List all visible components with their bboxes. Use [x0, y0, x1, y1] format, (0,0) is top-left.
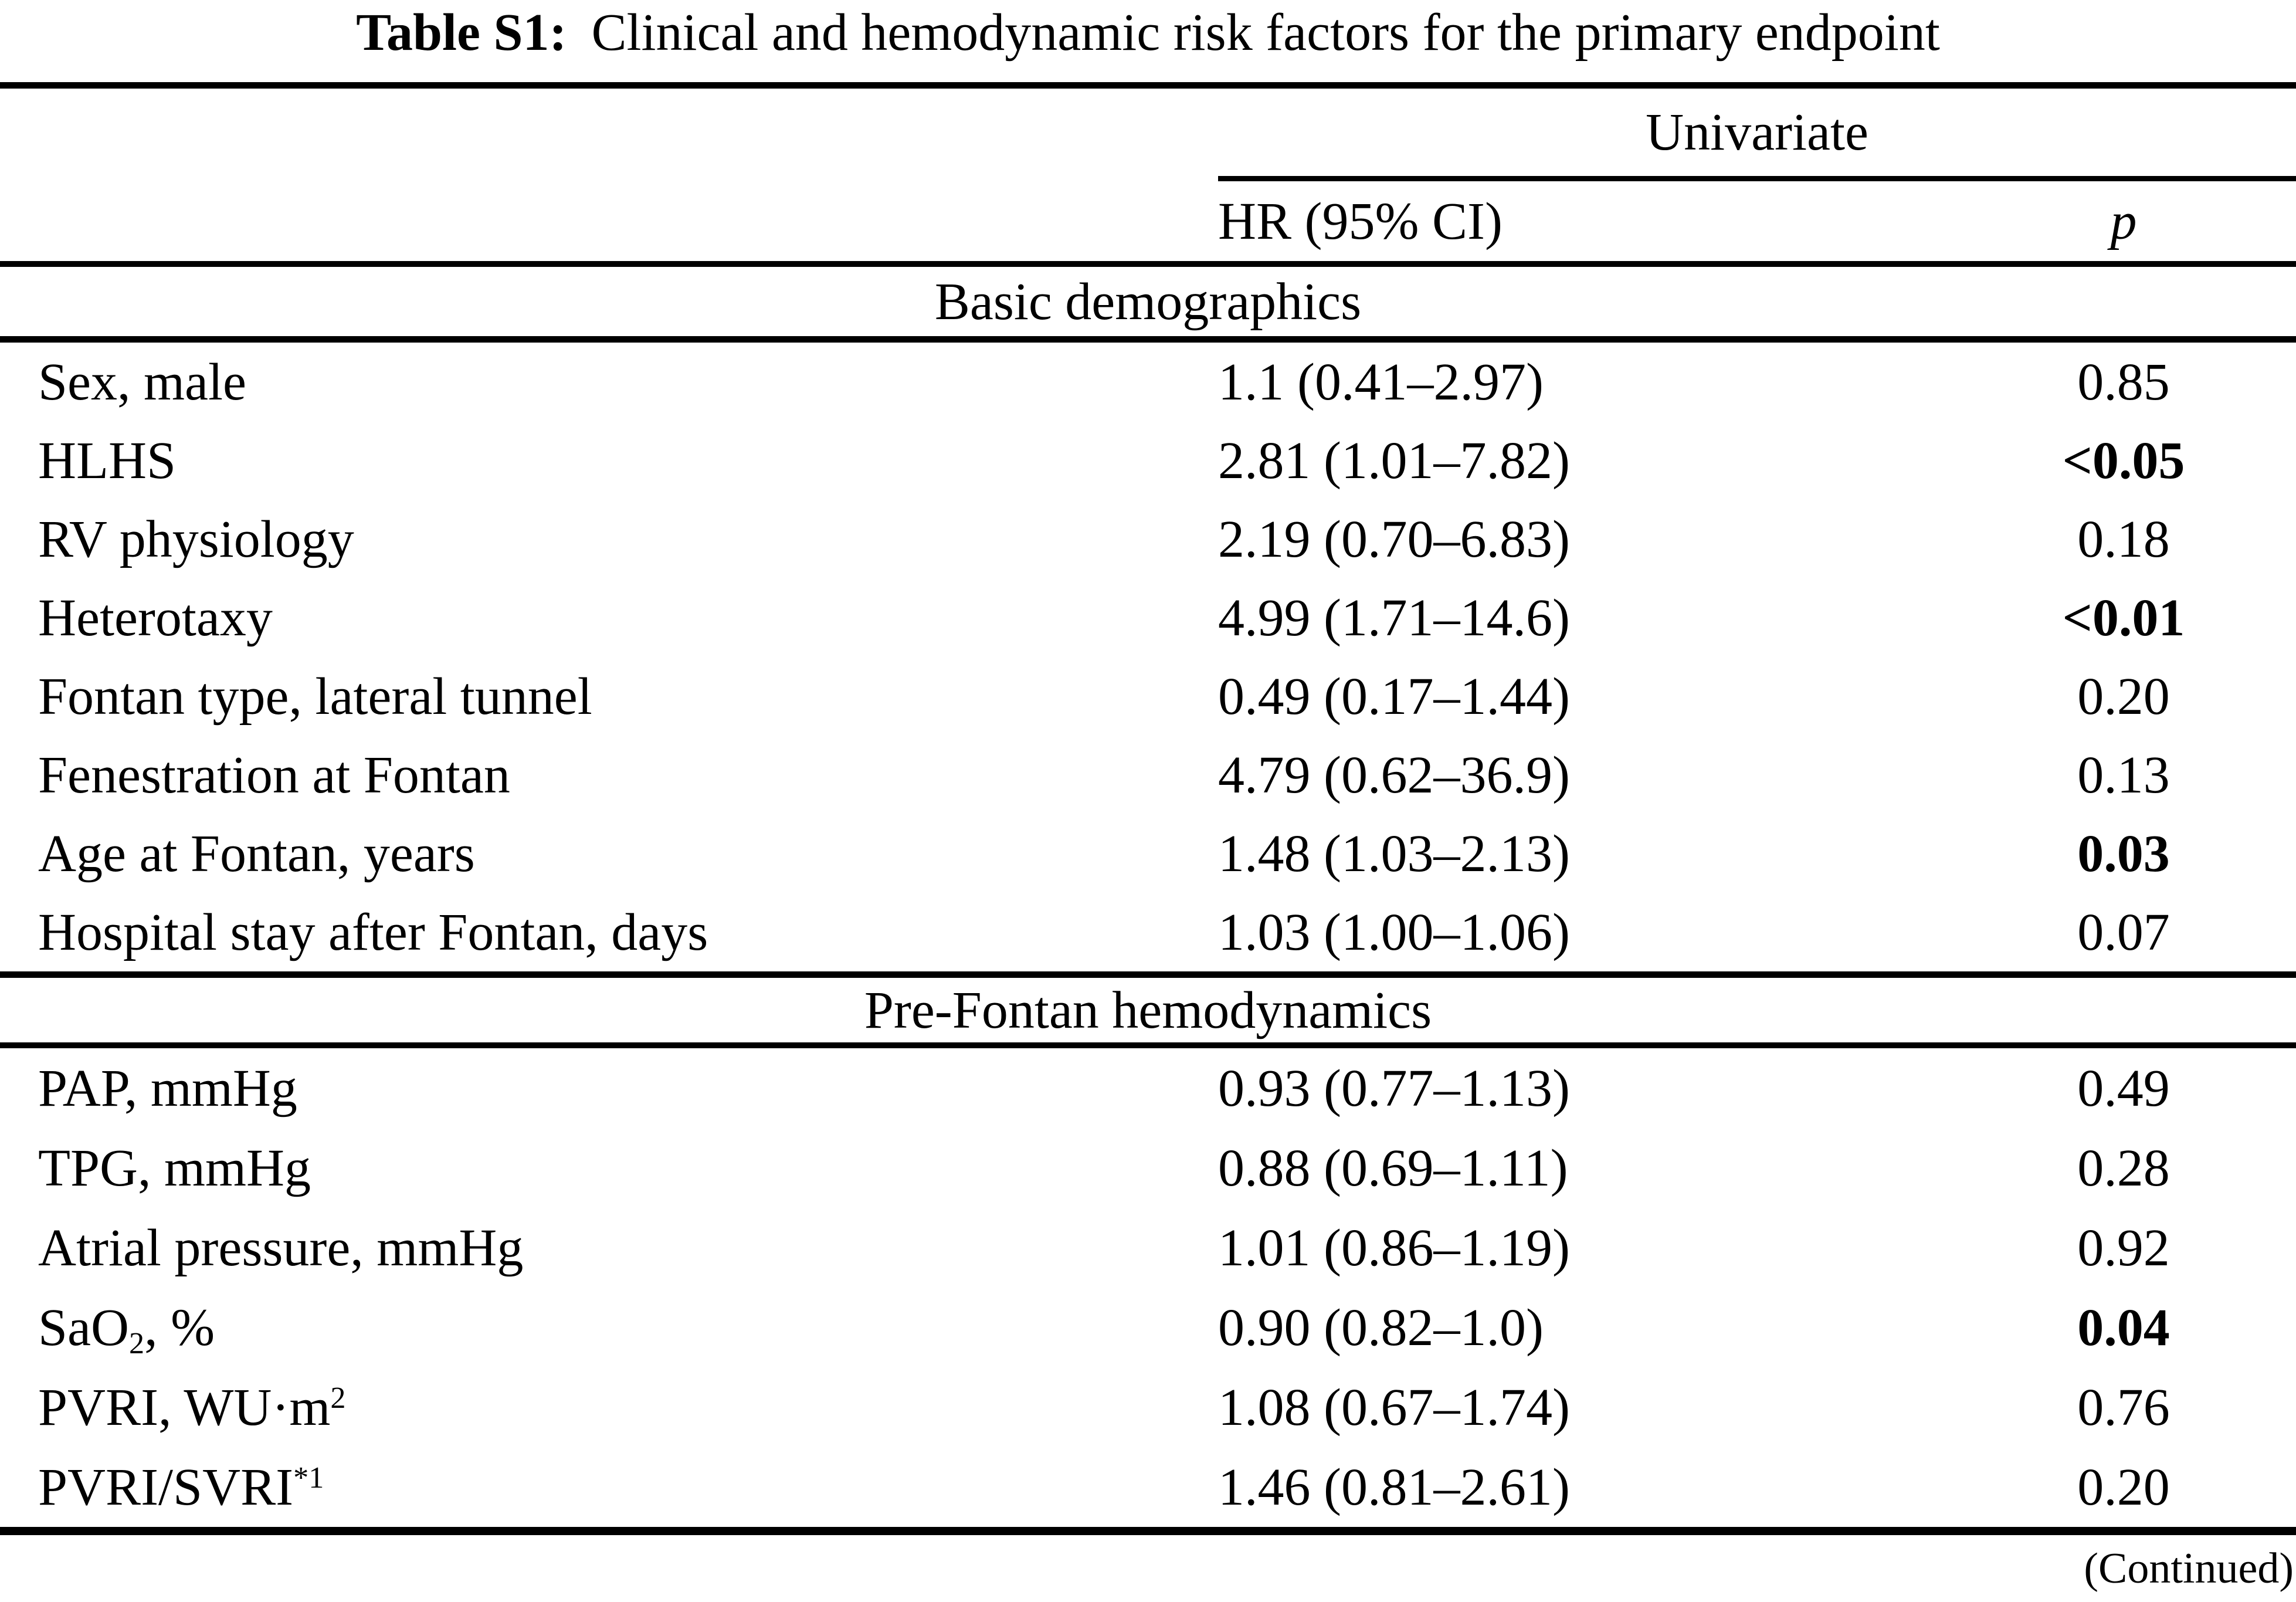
hr-ci-value: 0.49 (0.17–1.44) — [1218, 667, 1570, 726]
row-label: Hospital stay after Fontan, days — [0, 902, 1218, 963]
row-label-text: TPG, mmHg — [38, 1139, 311, 1197]
table-row: PAP, mmHg 0.93 (0.77–1.13) 0.49 — [0, 1048, 2296, 1128]
hr-ci-value: 2.19 (0.70–6.83) — [1218, 510, 1570, 568]
hr-ci-value: 2.81 (1.01–7.82) — [1218, 431, 1570, 490]
hr-ci-value: 1.01 (0.86–1.19) — [1218, 1218, 1570, 1277]
row-label: RV physiology — [0, 509, 1218, 570]
row-label: PVRI/SVRI*1 — [0, 1457, 1218, 1518]
row-label-text: Fontan type, lateral tunnel — [38, 667, 592, 726]
row-label: Age at Fontan, years — [0, 824, 1218, 884]
column-group-header-row: Univariate — [0, 89, 2296, 176]
row-label-text: Atrial pressure, mmHg — [38, 1218, 524, 1277]
row-label-text: RV physiology — [38, 510, 354, 568]
row-label-text: Sex, male — [38, 353, 246, 411]
table-row: SaO2, % 0.90 (0.82–1.0) 0.04 — [0, 1288, 2296, 1367]
row-label-text: SaO — [38, 1298, 129, 1357]
row-label-text: HLHS — [38, 431, 177, 490]
hr-ci-value: 4.99 (1.71–14.6) — [1218, 588, 1570, 647]
row-label-subscript: 2 — [129, 1326, 145, 1361]
table-row: Age at Fontan, years 1.48 (1.03–2.13) 0.… — [0, 814, 2296, 893]
row-label-superscript: *1 — [293, 1460, 324, 1495]
section-divider-rule — [0, 971, 2296, 978]
p-value: 0.18 — [2077, 510, 2170, 568]
row-label: PVRI, WU·m2 — [0, 1377, 1218, 1438]
table-row: Hospital stay after Fontan, days 1.03 (1… — [0, 893, 2296, 971]
row-label: Sex, male — [0, 352, 1218, 412]
p-value: <0.01 — [2062, 588, 2185, 647]
p-column-header: p — [2110, 192, 2137, 250]
hr-ci-value: 0.93 (0.77–1.13) — [1218, 1059, 1570, 1117]
p-value: 0.85 — [2077, 353, 2170, 411]
table-row: Atrial pressure, mmHg 1.01 (0.86–1.19) 0… — [0, 1208, 2296, 1288]
table-title: Table S1: Clinical and hemodynamic risk … — [0, 0, 2296, 82]
p-value: 0.13 — [2077, 746, 2170, 804]
row-label-text: Age at Fontan, years — [38, 824, 475, 883]
section-header-label: Pre-Fontan hemodynamics — [864, 981, 1432, 1039]
row-label: Heterotaxy — [0, 588, 1218, 648]
hr-ci-column-header: HR (95% CI) — [1218, 192, 1503, 250]
row-label-text: Hospital stay after Fontan, days — [38, 903, 708, 961]
continued-note-text: (Continued) — [2084, 1545, 2294, 1593]
section-header-rule — [0, 1042, 2296, 1048]
row-label: Fenestration at Fontan — [0, 745, 1218, 805]
p-value: 0.49 — [2077, 1059, 2170, 1117]
hr-ci-value: 1.1 (0.41–2.97) — [1218, 353, 1544, 411]
table-top-rule — [0, 82, 2296, 89]
row-label: TPG, mmHg — [0, 1138, 1218, 1198]
row-label-text: Heterotaxy — [38, 588, 273, 647]
hr-ci-value: 0.90 (0.82–1.0) — [1218, 1298, 1544, 1357]
table-row: Sex, male 1.1 (0.41–2.97) 0.85 — [0, 343, 2296, 421]
row-label: HLHS — [0, 431, 1218, 491]
p-value: 0.20 — [2077, 1458, 2170, 1516]
table-row: PVRI, WU·m2 1.08 (0.67–1.74) 0.76 — [0, 1367, 2296, 1447]
section-header-basic-demographics: Basic demographics — [0, 267, 2296, 336]
row-label: Atrial pressure, mmHg — [0, 1218, 1218, 1278]
p-value: 0.04 — [2077, 1298, 2170, 1357]
p-value: 0.28 — [2077, 1139, 2170, 1197]
hr-ci-value: 1.08 (0.67–1.74) — [1218, 1378, 1570, 1437]
table-title-text: Clinical and hemodynamic risk factors fo… — [591, 4, 1940, 62]
hr-ci-value: 1.03 (1.00–1.06) — [1218, 903, 1570, 961]
univariate-group-header: Univariate — [1646, 103, 1868, 161]
row-label: Fontan type, lateral tunnel — [0, 666, 1218, 727]
column-header-row: HR (95% CI) p — [0, 181, 2296, 261]
hr-ci-value: 1.46 (0.81–2.61) — [1218, 1458, 1570, 1516]
row-label-text-post: , % — [144, 1298, 215, 1357]
table-title-label: Table S1: — [356, 4, 567, 62]
p-value: 0.76 — [2077, 1378, 2170, 1437]
row-label-superscript: 2 — [330, 1380, 346, 1415]
hr-ci-value: 1.48 (1.03–2.13) — [1218, 824, 1570, 883]
p-value: 0.07 — [2077, 903, 2170, 961]
table-row: TPG, mmHg 0.88 (0.69–1.11) 0.28 — [0, 1128, 2296, 1208]
row-label: PAP, mmHg — [0, 1058, 1218, 1119]
p-value: 0.20 — [2077, 667, 2170, 726]
table-row: Fenestration at Fontan 4.79 (0.62–36.9) … — [0, 736, 2296, 814]
section-header-pre-fontan-hemodynamics: Pre-Fontan hemodynamics — [0, 978, 2296, 1042]
header-bottom-rule — [0, 261, 2296, 267]
p-value: 0.03 — [2077, 824, 2170, 883]
hr-ci-value: 0.88 (0.69–1.11) — [1218, 1139, 1568, 1197]
row-label-text: PAP, mmHg — [38, 1059, 297, 1117]
univariate-group-rule — [1218, 176, 2296, 181]
p-value: <0.05 — [2062, 431, 2185, 490]
p-value: 0.92 — [2077, 1218, 2170, 1277]
table-row: Fontan type, lateral tunnel 0.49 (0.17–1… — [0, 657, 2296, 736]
table-row: PVRI/SVRI*1 1.46 (0.81–2.61) 0.20 — [0, 1447, 2296, 1527]
row-label-text: PVRI, WU·m — [38, 1378, 331, 1437]
table-row: HLHS 2.81 (1.01–7.82) <0.05 — [0, 421, 2296, 500]
row-label-text: PVRI/SVRI — [38, 1458, 294, 1516]
table-row: Heterotaxy 4.99 (1.71–14.6) <0.01 — [0, 578, 2296, 657]
section-header-label: Basic demographics — [934, 272, 1362, 331]
row-label: SaO2, % — [0, 1298, 1218, 1361]
table-bottom-rule — [0, 1527, 2296, 1535]
row-label-text: Fenestration at Fontan — [38, 746, 510, 804]
hr-ci-value: 4.79 (0.62–36.9) — [1218, 746, 1570, 804]
section-header-rule — [0, 336, 2296, 343]
table-row: RV physiology 2.19 (0.70–6.83) 0.18 — [0, 500, 2296, 578]
continued-note: (Continued) — [0, 1535, 2296, 1602]
